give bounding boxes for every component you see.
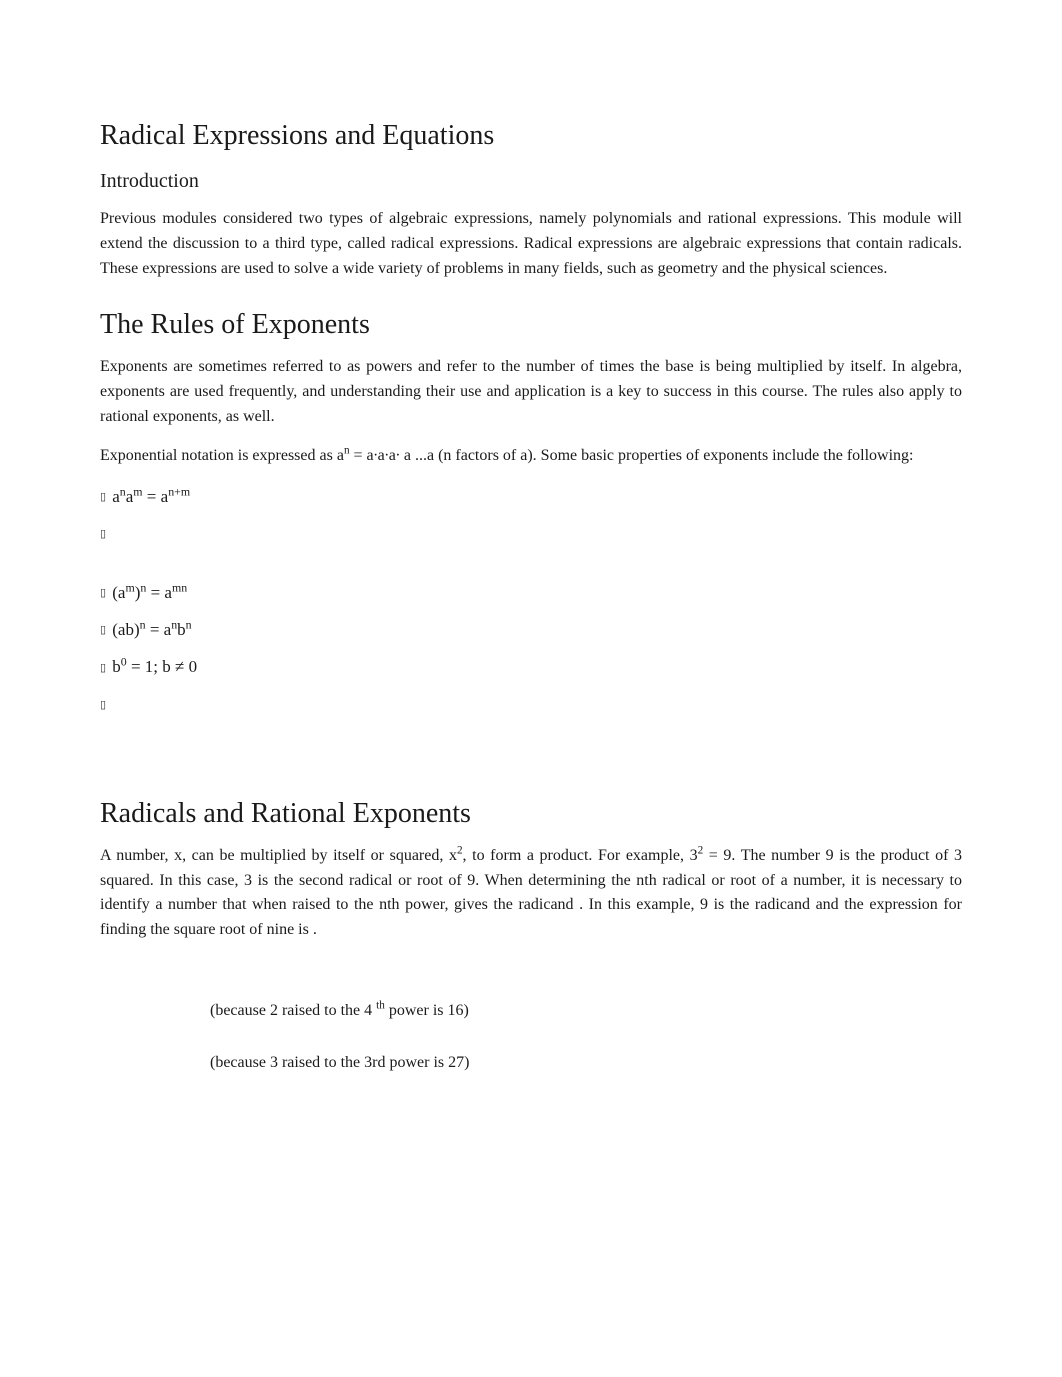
section-heading-rules: The Rules of Exponents (100, 309, 962, 341)
bullet-icon: ▯ (100, 697, 108, 715)
bullet-icon: ▯ (100, 660, 108, 678)
spacer (100, 557, 962, 579)
section-heading-intro: Introduction (100, 170, 962, 193)
intro-paragraph: Previous modules considered two types of… (100, 207, 962, 281)
rule-item-1: ▯ (100, 520, 962, 547)
bullet-icon: ▯ (100, 585, 108, 603)
rule-item-4: ▯ b0 = 1; b ≠ 0 (100, 653, 962, 680)
rule-item-2: ▯ (am)n = amn (100, 579, 962, 606)
rules-p2-mid: = a∙a∙a∙ a ...a (n factors of a). Some b… (350, 447, 914, 464)
rule-item-0: ▯ anam = an+m (100, 483, 962, 510)
example-1: (because 2 raised to the 4 th power is 1… (210, 999, 962, 1023)
rule-expression: anam = an+m (112, 487, 190, 506)
bullet-icon: ▯ (100, 489, 108, 507)
example-2: (because 3 raised to the 3rd power is 27… (210, 1051, 962, 1075)
rule-item-5: ▯ (100, 691, 962, 718)
section-heading-radicals: Radicals and Rational Exponents (100, 798, 962, 830)
spacer (100, 728, 962, 770)
rule-expression: (am)n = amn (112, 583, 187, 602)
rule-expression: (ab)n = anbn (112, 620, 191, 639)
rule-item-3: ▯ (ab)n = anbn (100, 616, 962, 643)
rules-paragraph-1: Exponents are sometimes referred to as p… (100, 355, 962, 429)
bullet-icon: ▯ (100, 622, 108, 640)
bullet-icon: ▯ (100, 526, 108, 544)
spacer (100, 957, 962, 999)
radicals-paragraph: A number, x, can be multiplied by itself… (100, 844, 962, 943)
page-title: Radical Expressions and Equations (100, 120, 962, 152)
rule-expression: b0 = 1; b ≠ 0 (112, 657, 197, 676)
rules-paragraph-2: Exponential notation is expressed as an … (100, 444, 962, 469)
rules-p2-pre: Exponential notation is expressed as a (100, 447, 344, 464)
